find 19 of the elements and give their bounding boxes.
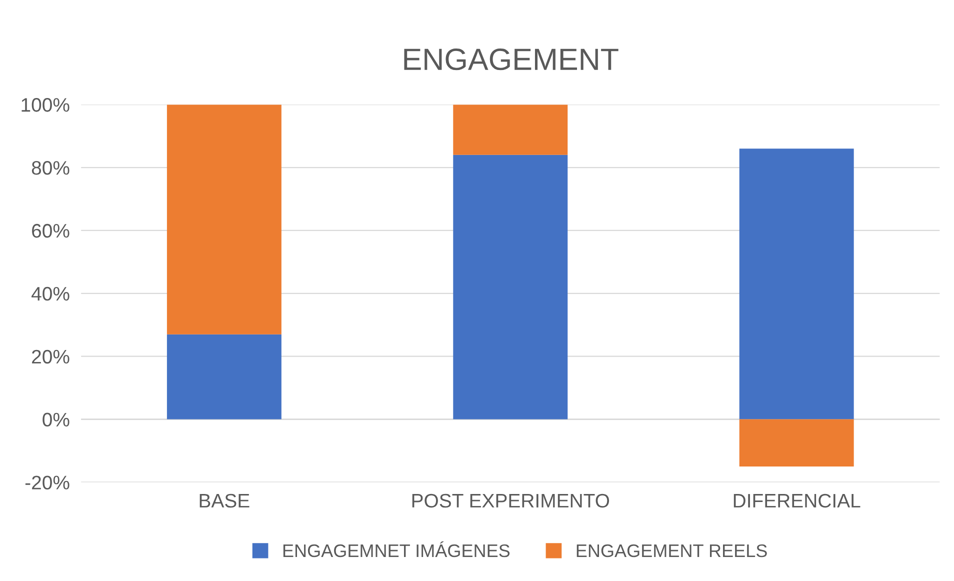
- y-tick-label: 0%: [42, 412, 70, 427]
- y-tick-label: -20%: [25, 476, 70, 490]
- x-tick-label: BASE: [200, 494, 250, 508]
- y-tick-label: 80%: [32, 160, 70, 175]
- y-tick-label: 20%: [32, 350, 70, 364]
- bar: [739, 148, 854, 420]
- bar: [166, 104, 282, 334]
- bar: [453, 104, 568, 155]
- y-tick-label: 60%: [32, 224, 70, 238]
- y-tick-label: 100%: [22, 98, 70, 112]
- bar: [166, 334, 282, 420]
- x-tick-label: DIFERENCIAL: [734, 494, 860, 508]
- y-tick-label: 40%: [32, 286, 70, 301]
- bar: [453, 154, 568, 420]
- x-tick-label: POST EXPERIMENTO: [412, 494, 610, 508]
- legend-label: ENGAGEMNET IMÁGENES: [283, 541, 510, 558]
- legend-label: ENGAGEMENT REELS: [576, 544, 767, 558]
- bar: [739, 419, 854, 466]
- chart-title: ENGAGEMENT: [404, 48, 618, 70]
